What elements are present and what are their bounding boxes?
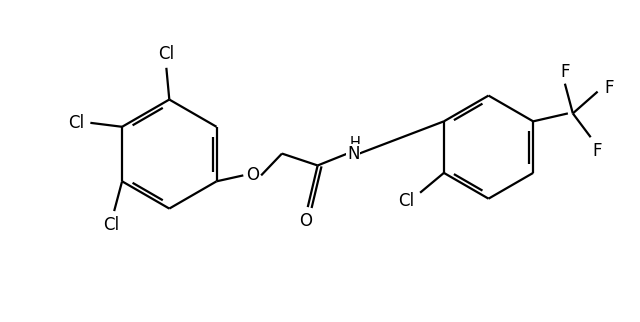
Text: Cl: Cl bbox=[103, 216, 119, 234]
Text: H: H bbox=[350, 136, 361, 151]
Text: Cl: Cl bbox=[398, 192, 414, 210]
Text: O: O bbox=[246, 166, 259, 185]
Text: N: N bbox=[347, 145, 360, 163]
Text: F: F bbox=[560, 63, 570, 81]
Text: Cl: Cl bbox=[68, 114, 84, 132]
Text: O: O bbox=[300, 212, 312, 230]
Text: F: F bbox=[592, 142, 602, 160]
Text: F: F bbox=[605, 79, 614, 97]
Text: Cl: Cl bbox=[158, 45, 174, 63]
